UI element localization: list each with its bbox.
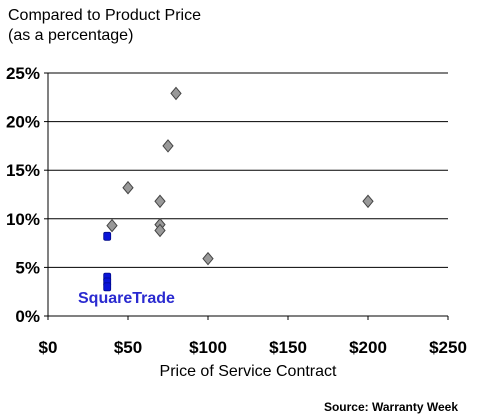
diamond-point bbox=[154, 194, 166, 209]
squaretrade-annotation: SquareTrade bbox=[78, 290, 175, 307]
y-tick-label: 15% bbox=[6, 161, 40, 180]
x-tick-label: $100 bbox=[189, 338, 227, 357]
squaretrade-point bbox=[103, 231, 112, 241]
diamond-point bbox=[162, 139, 174, 153]
diamond-point bbox=[154, 223, 166, 238]
diamond-point bbox=[122, 180, 134, 195]
y-tick-label: 0% bbox=[15, 307, 40, 326]
diamond-point bbox=[362, 194, 374, 209]
y-tick-label: 25% bbox=[6, 64, 40, 83]
chart-subtitle: (as a percentage) bbox=[8, 27, 134, 44]
x-tick-label: $200 bbox=[349, 338, 387, 357]
x-tick-label: $50 bbox=[114, 338, 142, 357]
x-tick-label: $0 bbox=[39, 338, 58, 357]
source-credit: Source: Warranty Week bbox=[323, 400, 458, 414]
y-tick-label: 20% bbox=[6, 113, 40, 132]
chart-title-block: Compared to Product Price (as a percenta… bbox=[8, 6, 201, 46]
x-tick-label: $250 bbox=[429, 338, 467, 357]
x-tick-label: $150 bbox=[269, 338, 307, 357]
y-tick-label: 10% bbox=[6, 210, 40, 229]
diamond-point bbox=[170, 86, 182, 101]
x-axis-label: Price of Service Contract bbox=[159, 363, 337, 380]
chart-title: Compared to Product Price bbox=[8, 7, 201, 24]
squaretrade-point bbox=[103, 282, 112, 292]
y-tick-label: 5% bbox=[15, 258, 40, 277]
diamond-point bbox=[202, 251, 214, 266]
diamond-point bbox=[106, 218, 118, 233]
